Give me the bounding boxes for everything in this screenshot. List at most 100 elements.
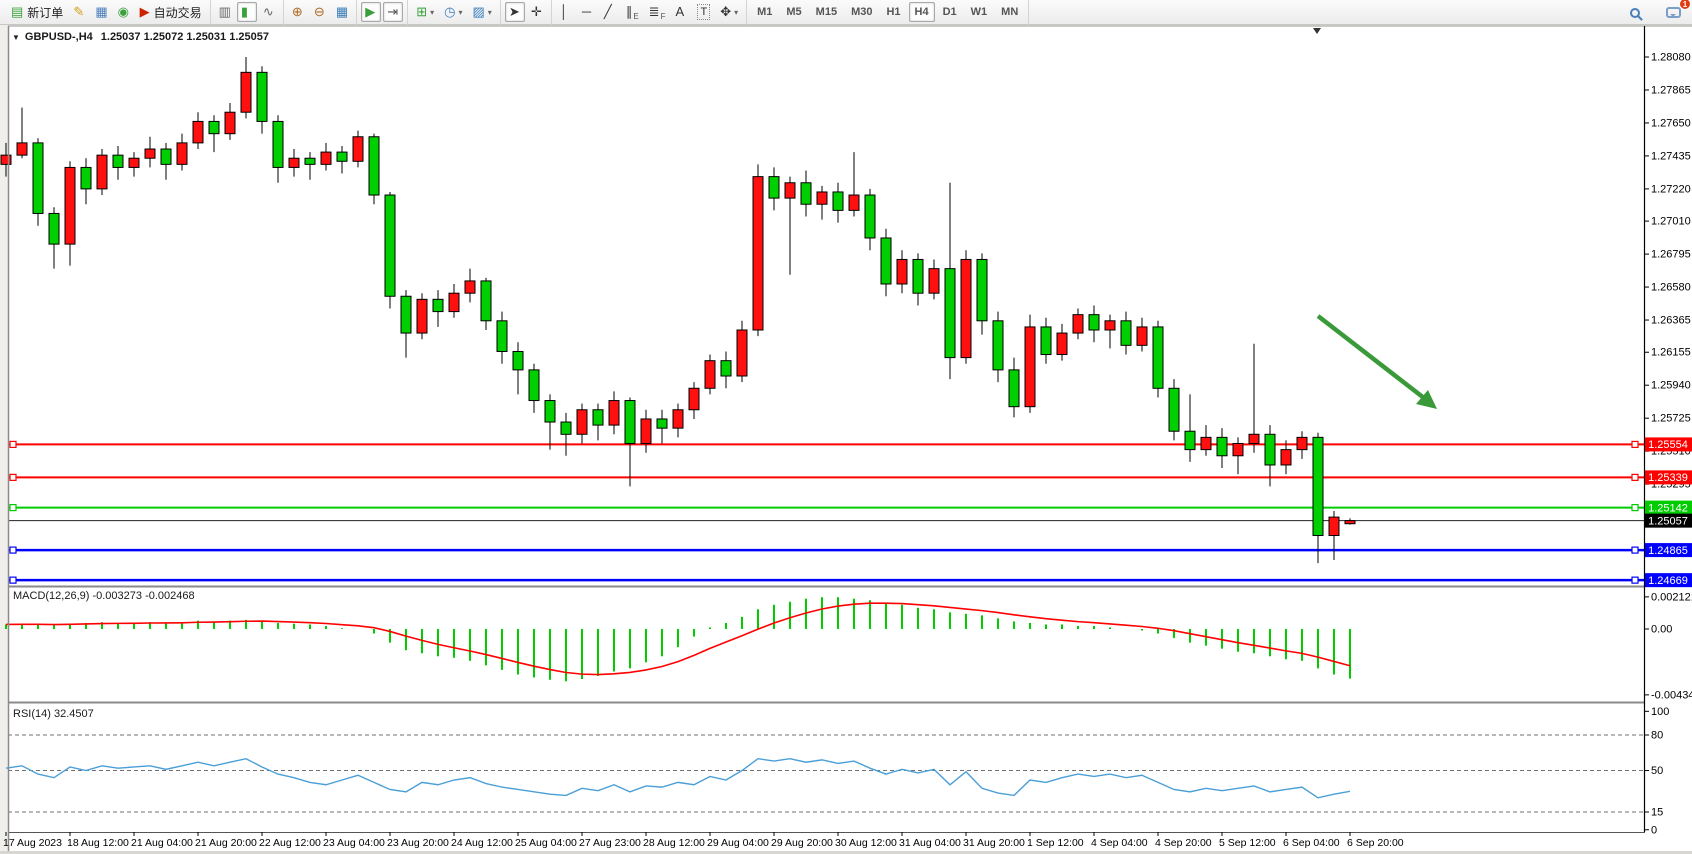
trend-arrow-annotation[interactable] <box>1316 314 1437 409</box>
zoom-out-button[interactable]: ⊖ <box>310 2 330 22</box>
crosshair-icon: ✛ <box>530 4 542 19</box>
periods-dropdown-icon[interactable]: ▾ <box>458 7 463 17</box>
indicators-dropdown-icon[interactable]: ▾ <box>430 7 435 17</box>
svg-text:1.24865: 1.24865 <box>1648 545 1688 557</box>
horizontal-line-1.25339[interactable] <box>8 473 1644 481</box>
templates-button[interactable]: ▨ ▾ <box>469 2 496 22</box>
tile-windows-button[interactable]: ▦ <box>332 2 352 22</box>
equidistant-channel-button[interactable]: ∥ E <box>622 2 643 22</box>
auto-trading-button[interactable]: ▶ 自动交易 <box>136 2 206 22</box>
svg-text:31 Aug 04:00: 31 Aug 04:00 <box>899 837 961 849</box>
timeframe-m5-button[interactable]: M5 <box>786 6 802 18</box>
line-chart-button[interactable]: ∿ <box>259 2 279 22</box>
text-label-button[interactable]: T <box>693 2 714 22</box>
svg-text:23 Aug 20:00: 23 Aug 20:00 <box>387 837 449 849</box>
timeframe-h1-button[interactable]: H1 <box>886 6 901 18</box>
vertical-line-button[interactable]: │ <box>556 2 576 22</box>
svg-text:1.24669: 1.24669 <box>1648 575 1688 587</box>
arrows-button[interactable]: ✥ ▾ <box>716 2 742 22</box>
text-icon: A <box>675 4 685 19</box>
indicators-button[interactable]: ⊞ ▾ <box>412 2 438 22</box>
fibonacci-sub-label: F <box>660 12 666 21</box>
new-order-button[interactable]: ▤ 新订单 <box>7 2 67 22</box>
svg-text:30 Aug 12:00: 30 Aug 12:00 <box>835 837 897 849</box>
svg-text:27 Aug 23:00: 27 Aug 23:00 <box>579 837 641 849</box>
horizontal-line-button[interactable]: ─ <box>578 2 598 22</box>
price-tag-1.24669[interactable]: 1.24669 <box>1645 573 1692 588</box>
chart-window[interactable]: 1.28080 1.27865 1.27650 1.27435 1.27220 1.270… <box>0 25 1692 854</box>
toolbar-right: 1 <box>1625 0 1691 25</box>
horizontal-line-1.25142[interactable] <box>8 504 1644 512</box>
text-button[interactable]: A <box>671 2 691 22</box>
notifications-button[interactable]: 1 <box>1662 0 1691 23</box>
search-icon <box>1630 7 1640 18</box>
periods-button[interactable]: ◷ ▾ <box>440 2 466 22</box>
chat-bubble-icon <box>1666 7 1681 18</box>
rsi-line <box>5 757 1351 799</box>
templates-dropdown-icon[interactable]: ▾ <box>487 7 492 17</box>
price-tag-1.24865[interactable]: 1.24865 <box>1645 543 1692 558</box>
signals-button[interactable]: ◉ <box>114 2 134 22</box>
auto-scroll-button[interactable]: ▶ <box>361 2 382 22</box>
svg-text:1.27865: 1.27865 <box>1651 84 1691 96</box>
horizontal-line-1.24865[interactable] <box>8 546 1644 554</box>
svg-text:1.26795: 1.26795 <box>1651 249 1691 261</box>
trendline-button[interactable]: ╱ <box>600 2 620 22</box>
svg-text:15: 15 <box>1651 806 1663 818</box>
bar-chart-icon: ▥ <box>218 4 231 19</box>
chart-shift-button[interactable]: ⇥ <box>383 2 404 22</box>
timeframe-h4-button[interactable]: H4 <box>908 2 935 22</box>
profiles-button[interactable]: ▦ <box>91 2 111 22</box>
arrows-dropdown-icon[interactable]: ▾ <box>734 7 739 17</box>
timeframe-mn-button[interactable]: MN <box>1001 6 1019 18</box>
bar-chart-button[interactable]: ▥ <box>215 2 235 22</box>
timeframe-m1-button[interactable]: M1 <box>757 6 773 18</box>
chart-shift-marker[interactable] <box>1313 28 1321 34</box>
svg-text:24 Aug 12:00: 24 Aug 12:00 <box>451 837 513 849</box>
cursor-button[interactable]: ➤ <box>504 2 525 22</box>
text-label-icon: T <box>697 4 711 20</box>
svg-text:23 Aug 04:00: 23 Aug 04:00 <box>323 837 385 849</box>
timeframe-w1-button[interactable]: W1 <box>970 6 988 18</box>
equidistant-channel-sub-label: E <box>633 12 639 21</box>
styles-button[interactable]: ✎ <box>69 2 89 22</box>
horizontal-line-1.24669[interactable] <box>8 576 1644 584</box>
equidistant-channel-icon: ∥ <box>625 4 633 19</box>
chart-dropdown-icon[interactable]: ▼ <box>12 33 20 42</box>
fibonacci-button[interactable]: ≣ F <box>645 2 670 22</box>
periods-icon: ◷ <box>444 4 456 19</box>
horizontal-line-1.25554[interactable] <box>8 440 1644 449</box>
price-tag-1.25142[interactable]: 1.25142 <box>1645 500 1692 515</box>
candlestick-chart-button[interactable]: ▮ <box>236 2 257 22</box>
price-tag-1.25339[interactable]: 1.25339 <box>1645 470 1692 485</box>
profiles-icon: ▦ <box>95 4 108 19</box>
zoom-in-button[interactable]: ⊕ <box>288 2 308 22</box>
price-tag-1.25057[interactable]: 1.25057 <box>1645 513 1692 528</box>
svg-text:1.26580: 1.26580 <box>1651 282 1691 294</box>
timeframe-m30-button[interactable]: M30 <box>851 6 873 18</box>
auto-trading-label: 自动交易 <box>153 5 202 20</box>
svg-text:1.27010: 1.27010 <box>1651 216 1691 228</box>
svg-text:0.002121: 0.002121 <box>1651 591 1692 603</box>
crosshair-button[interactable]: ✛ <box>527 2 547 22</box>
new-order-icon: ▤ <box>11 4 24 19</box>
macd-signal-line <box>5 602 1351 676</box>
svg-text:6 Sep 04:00: 6 Sep 04:00 <box>1283 837 1340 849</box>
timeframe-m15-button[interactable]: M15 <box>815 6 838 18</box>
vertical-line-icon: │ <box>559 4 568 19</box>
svg-text:50: 50 <box>1651 765 1663 777</box>
svg-text:-0.004348: -0.004348 <box>1651 689 1692 701</box>
svg-text:25 Aug 04:00: 25 Aug 04:00 <box>515 837 577 849</box>
toolbar-group-zoom: ⊕ ⊖ ▦ <box>284 0 358 25</box>
zoom-in-icon: ⊕ <box>291 4 303 19</box>
svg-text:1.27220: 1.27220 <box>1651 183 1691 195</box>
price-tag-1.25554[interactable]: 1.25554 <box>1645 437 1692 452</box>
chart-shift-icon: ⇥ <box>387 4 399 19</box>
search-button[interactable] <box>1626 3 1646 23</box>
toolbar-group-draw: │ ─ ╱ ∥ E ≣ F A T ✥ ▾ <box>552 0 748 25</box>
timeframe-d1-button[interactable]: D1 <box>942 6 957 18</box>
svg-text:1.25725: 1.25725 <box>1651 413 1691 425</box>
svg-text:6 Sep 20:00: 6 Sep 20:00 <box>1347 837 1404 849</box>
